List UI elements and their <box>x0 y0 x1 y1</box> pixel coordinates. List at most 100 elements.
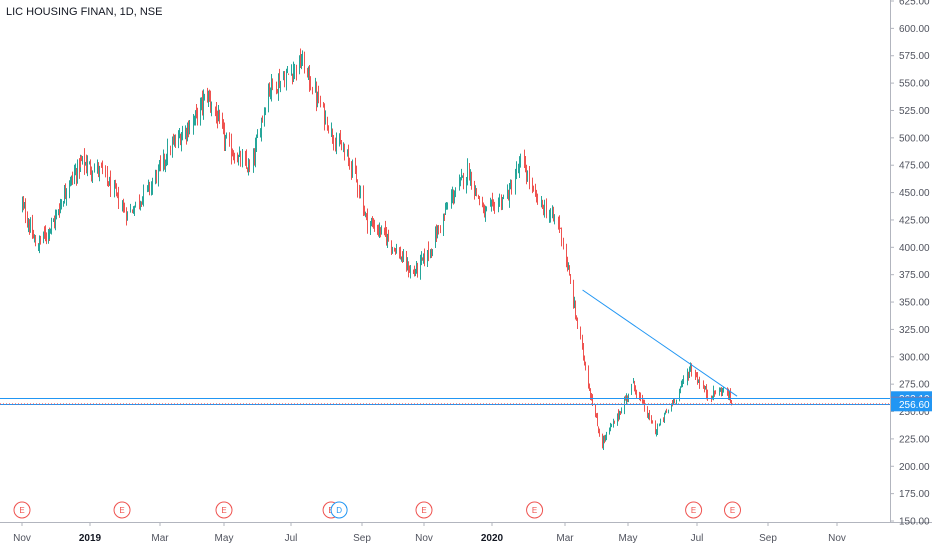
candle <box>478 194 479 200</box>
event-circle[interactable] <box>685 501 703 519</box>
candle <box>665 410 666 415</box>
candle <box>210 90 211 113</box>
earnings-event-icon[interactable]: E <box>113 501 131 519</box>
candle <box>347 149 348 157</box>
candle-body <box>674 400 675 402</box>
price-tag-bg <box>891 397 932 412</box>
earnings-event-icon[interactable]: E <box>526 501 544 519</box>
candle-body <box>193 119 194 131</box>
candle <box>238 154 239 166</box>
event-circle[interactable] <box>415 501 433 519</box>
candle-body <box>208 93 209 101</box>
candle <box>695 369 696 380</box>
candle <box>370 220 371 236</box>
candle-body <box>485 209 486 216</box>
candle-body <box>30 222 31 232</box>
candle-body <box>620 411 621 414</box>
dividend-event-icon[interactable]: D <box>330 501 348 519</box>
candle-body <box>240 153 241 164</box>
candle-body <box>681 381 682 387</box>
candle-body <box>217 114 218 125</box>
candle <box>611 423 612 428</box>
candle-body <box>406 254 407 269</box>
y-tick-label: 625.00 <box>899 0 930 8</box>
candle-body <box>127 212 128 221</box>
earnings-event-icon[interactable]: E <box>724 501 741 519</box>
event-circle[interactable] <box>215 501 233 519</box>
candle <box>415 268 416 277</box>
candle-body <box>527 174 528 179</box>
event-circle[interactable] <box>330 501 348 519</box>
candle <box>293 61 294 83</box>
event-circle[interactable] <box>113 501 131 519</box>
candle <box>90 159 91 175</box>
candle <box>107 166 108 187</box>
candle-body <box>229 136 230 143</box>
event-layer[interactable]: EEEEDEEEE <box>13 501 741 519</box>
earnings-event-icon[interactable]: E <box>415 501 433 519</box>
candle-body <box>563 243 564 246</box>
candle-body <box>188 124 189 134</box>
trendline[interactable] <box>582 289 738 397</box>
candle-body <box>420 258 421 274</box>
y-tick-label: 400.00 <box>899 243 930 254</box>
price-axis-bg[interactable] <box>890 0 932 550</box>
event-circle[interactable] <box>724 501 741 519</box>
candle <box>149 181 150 196</box>
event-circle[interactable] <box>13 501 31 519</box>
candle <box>197 107 198 126</box>
candle-body <box>271 79 272 93</box>
candle <box>364 205 365 216</box>
candle-body <box>210 99 211 107</box>
candle-body <box>32 220 33 237</box>
earnings-event-icon[interactable]: E <box>215 501 233 519</box>
candle-body <box>703 384 704 387</box>
candle-body <box>423 253 424 261</box>
candle <box>698 379 699 384</box>
candle-body <box>377 228 378 231</box>
candle <box>576 315 577 321</box>
candle-body <box>64 190 65 201</box>
candle-body <box>204 95 205 100</box>
candle <box>194 115 195 126</box>
candle <box>223 119 224 135</box>
candle <box>63 200 64 207</box>
candle-body <box>343 150 344 152</box>
candle-body <box>374 223 375 231</box>
candle <box>636 389 637 399</box>
candle-body <box>288 73 289 75</box>
candle <box>385 220 386 237</box>
candle-body <box>443 214 444 232</box>
candle-body <box>324 104 325 124</box>
candle-body <box>80 159 81 161</box>
candle-body <box>651 416 652 424</box>
candle-body <box>634 381 635 388</box>
candle <box>75 163 76 176</box>
candle-body <box>446 208 447 210</box>
candle-body <box>58 210 59 213</box>
candle-body <box>437 227 438 238</box>
candle-body <box>27 216 28 225</box>
event-circle[interactable] <box>526 501 544 519</box>
candle <box>279 68 280 89</box>
candle <box>689 366 690 379</box>
candle-body <box>676 399 677 402</box>
candle <box>588 365 589 389</box>
candle-body <box>391 241 392 250</box>
candle-body <box>246 156 247 166</box>
candle <box>553 206 554 222</box>
candle <box>432 249 433 257</box>
candle <box>287 66 288 74</box>
candle <box>552 205 553 219</box>
candle <box>143 184 144 207</box>
candle <box>60 202 61 213</box>
earnings-event-icon[interactable]: E <box>13 501 31 519</box>
candle <box>575 300 576 320</box>
candle <box>302 50 303 67</box>
candle <box>74 164 75 183</box>
candle <box>388 229 389 242</box>
earnings-event-icon[interactable]: E <box>685 501 703 519</box>
candle <box>683 375 684 384</box>
